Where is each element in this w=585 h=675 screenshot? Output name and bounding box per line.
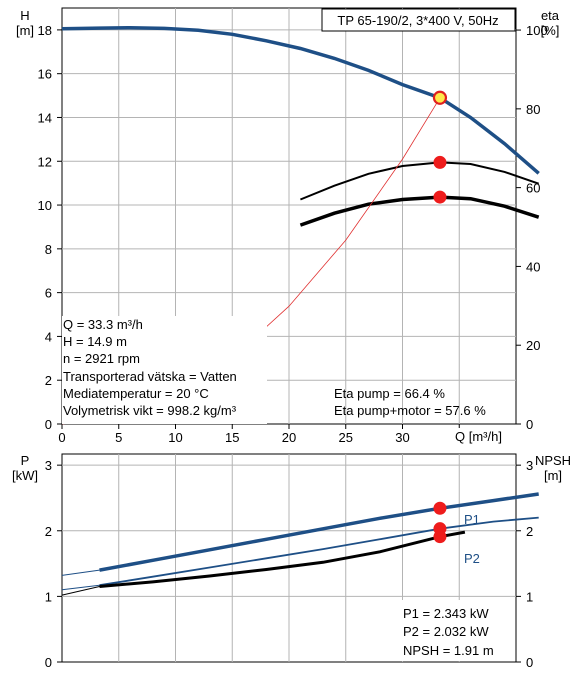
x-tick-label: 15 <box>225 430 239 445</box>
top-grid <box>62 8 516 424</box>
y2-axis-unit-eta: [%] <box>541 23 560 38</box>
y-tick-label: 18 <box>38 23 52 38</box>
y-tick-label: 16 <box>38 67 52 82</box>
series-label-p1: P1 <box>464 512 480 527</box>
series-P2_ext-line <box>61 584 100 591</box>
info-temperature: Mediatemperatur = 20 °C <box>63 386 209 401</box>
x-tick-label: 30 <box>395 430 409 445</box>
y-tick-label: 10 <box>38 198 52 213</box>
operating-info: Q = 33.3 m³/h H = 14.9 m n = 2921 rpm Tr… <box>63 317 237 418</box>
series-H-line <box>61 25 540 175</box>
y-axis-unit-p: [kW] <box>12 468 38 483</box>
chart-title: TP 65-190/2, 3*400 V, 50Hz <box>337 13 498 28</box>
power-npsh-chart: 0 1 2 3 0 1 2 3 P [kW] NPSH [m] P1 P2 P1 = 2.34… <box>12 453 571 670</box>
x-axis-label: Q [m³/h] <box>455 429 502 444</box>
y2-tick-label: 20 <box>526 338 540 353</box>
info-n: n = 2921 rpm <box>63 351 140 366</box>
info-q: Q = 33.3 m³/h <box>63 317 143 332</box>
eta-pump-label: Eta pump = 66.4 % <box>334 386 445 401</box>
x-axis-label-box <box>445 428 515 446</box>
info-box <box>62 316 267 424</box>
x-tick-label: 20 <box>282 430 296 445</box>
y2-tick-label: 2 <box>526 524 533 539</box>
x-tick-label: 10 <box>168 430 182 445</box>
y-tick-label: 0 <box>45 655 52 670</box>
y2-tick-label: 0 <box>526 655 533 670</box>
bottom-ticks: 0 1 2 3 0 1 2 3 <box>45 458 533 670</box>
series-NPSH-line <box>99 530 466 588</box>
x-tick-label: 25 <box>339 430 353 445</box>
title-box <box>321 8 516 32</box>
bottom-series <box>61 492 539 596</box>
duty-point-marker <box>432 90 448 105</box>
y2-axis-label-npsh: NPSH <box>535 453 571 468</box>
y-tick-label: 4 <box>45 329 52 344</box>
y-tick-label: 14 <box>38 110 52 125</box>
series-eta_pump-line <box>300 161 540 201</box>
y-axis-label-h: H <box>20 8 29 23</box>
eta-pump-motor-label: Eta pump+motor = 57.6 % <box>334 403 486 418</box>
npsh-value: NPSH = 1.91 m <box>403 643 494 658</box>
p1-value: P1 = 2.343 kW <box>403 606 489 621</box>
efficiency-point-marker-2 <box>433 190 447 204</box>
series-label-p2: P2 <box>464 551 480 566</box>
x-tick-label: 5 <box>115 430 122 445</box>
series-eta_motor-line <box>299 195 540 227</box>
p2-value: P2 = 2.032 kW <box>403 624 489 639</box>
y-axis-unit-h: [m] <box>16 23 34 38</box>
y-tick-label: 8 <box>45 242 52 257</box>
info-fluid: Transporterad vätska = Vatten <box>63 369 237 384</box>
head-efficiency-chart: 0510152025303502468101214161802040608010… <box>16 7 560 446</box>
series-P1_ext-line <box>61 569 100 576</box>
y2-tick-label: 60 <box>526 181 540 196</box>
y2-tick-label: 40 <box>526 259 540 274</box>
y-tick-label: 6 <box>45 286 52 301</box>
power-values-box <box>398 600 515 661</box>
y2-tick-label: 0 <box>526 417 533 432</box>
y-tick-label: 12 <box>38 154 52 169</box>
y-tick-label: 3 <box>45 458 52 473</box>
series-P1-line <box>99 492 539 572</box>
y2-tick-label: 1 <box>526 589 533 604</box>
series-P2-line <box>99 516 539 587</box>
x-tick-label: 0 <box>58 430 65 445</box>
y-tick-label: 0 <box>45 417 52 432</box>
y-tick-label: 1 <box>45 589 52 604</box>
y2-tick-label: 80 <box>526 102 540 117</box>
top-ticks: 0510152025303502468101214161802040608010… <box>38 23 548 445</box>
y2-axis-label-eta: eta <box>541 8 560 23</box>
power-point-marker-2 <box>433 530 447 544</box>
efficiency-point-marker-1 <box>433 155 447 169</box>
y2-tick-label: 100 <box>526 23 548 38</box>
info-density: Volymetrisk vikt = 998.2 kg/m³ <box>63 403 237 418</box>
y-axis-label-p: P <box>21 453 30 468</box>
y2-axis-unit-npsh: [m] <box>544 468 562 483</box>
y-tick-label: 2 <box>45 524 52 539</box>
series-NPSH_ext-line <box>61 586 100 596</box>
power-point-marker-0 <box>433 501 447 515</box>
y-tick-label: 2 <box>45 373 52 388</box>
y2-tick-label: 3 <box>526 458 533 473</box>
top-series <box>61 25 540 425</box>
info-h: H = 14.9 m <box>63 334 127 349</box>
